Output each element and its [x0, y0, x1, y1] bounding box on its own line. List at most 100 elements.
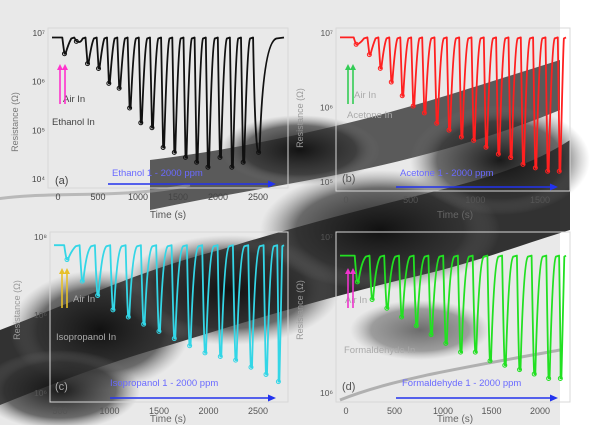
- panel-a-range-arrowhead: [268, 180, 276, 188]
- panel-b-data-point: [446, 127, 452, 133]
- panel-a-ytick: 10⁶: [32, 77, 45, 87]
- panel-b-xtick: 500: [403, 195, 418, 205]
- panel-b-range-arrowhead: [550, 183, 558, 191]
- panel-c-data-point: [233, 357, 239, 363]
- panel-a-ylabel: Resistance (Ω): [10, 92, 20, 152]
- panel-a-air-label: Air In: [63, 94, 85, 105]
- panel-d-ytick: 10⁷: [320, 232, 333, 242]
- panel-a-data-point: [182, 154, 188, 160]
- panel-d-data-point: [531, 371, 537, 377]
- panel-b-data-point: [495, 151, 501, 157]
- panel-c-air-label: Air In: [73, 294, 95, 305]
- panel-d-data-point: [384, 305, 390, 311]
- panel-b-ylabel: Resistance (Ω): [295, 88, 305, 148]
- panel-a-range-label: Ethanol 1 - 2000 ppm: [112, 168, 203, 179]
- panel-d-air-label: Air In: [345, 295, 367, 306]
- panel-b-letter: (b): [342, 173, 355, 185]
- panel-d-data-point: [517, 367, 523, 373]
- panel-c-xtick: 2000: [198, 406, 218, 416]
- panel-a-xtick: 0: [55, 192, 60, 202]
- panel-d-air-arrowhead: [350, 268, 356, 274]
- panel-d-ytick: 10⁶: [320, 388, 333, 398]
- panel-c-range-arrowhead: [268, 394, 276, 402]
- panel-b-data-point: [388, 79, 394, 85]
- panel-a: Resistance (Ω) Time (s) (a) Air In Ethan…: [10, 27, 289, 221]
- panel-c-data-point: [95, 292, 101, 298]
- panel-a-ytick: 10⁴: [32, 174, 45, 184]
- panel-d-data-point: [557, 375, 563, 381]
- panel-c-ytick: 10⁶: [34, 310, 47, 320]
- panel-a-xtick: 1500: [168, 192, 188, 202]
- panel-a-data-point: [106, 80, 112, 86]
- panel-b-series-line: [340, 36, 567, 173]
- panel-a-letter: (a): [55, 175, 68, 187]
- panel-a-xtick: 1000: [128, 192, 148, 202]
- panel-c-xtick: 1000: [99, 406, 119, 416]
- chart-marks: 0 500 1000 1500 2000 2500 10⁷ 10⁶ 10⁵ 10⁴ 0 500 1000…: [32, 28, 567, 416]
- panel-a-series-line: [52, 36, 285, 169]
- panel-b-data-point: [556, 168, 562, 174]
- panel-d-air-arrowhead: [345, 268, 351, 274]
- panel-c: Resistance (Ω) Time (s) (c) Air In Isopr…: [12, 231, 289, 425]
- panel-b-data-point: [366, 52, 372, 58]
- panel-b-data-point: [520, 161, 526, 167]
- panel-c-ylabel: Resistance (Ω): [12, 280, 22, 340]
- panel-a-data-point: [61, 51, 67, 57]
- panel-d-data-point: [443, 340, 449, 346]
- panel-c-data-point: [110, 307, 116, 313]
- panel-b-frame: [335, 27, 571, 192]
- panel-a-data-point: [149, 125, 155, 131]
- panel-c-data-point: [217, 354, 223, 359]
- panel-d: Resistance (Ω) Time (s) (d) Air In Forma…: [295, 231, 571, 425]
- panel-c-data-point: [141, 321, 147, 327]
- panel-a-data-point: [73, 38, 79, 44]
- panel-a-data-point: [85, 61, 91, 67]
- panel-a-data-point: [171, 149, 177, 155]
- panel-b-air-arrowhead: [350, 64, 356, 70]
- panel-b-data-point: [483, 144, 489, 150]
- panel-d-data-point: [472, 349, 478, 355]
- panel-c-data-point: [263, 371, 269, 377]
- panel-d-frame: [335, 231, 571, 403]
- panel-b-data-point: [410, 103, 416, 109]
- panel-c-data-point: [125, 314, 131, 320]
- panel-b-data-point: [458, 134, 464, 140]
- panel-b-air-arrowhead: [345, 64, 351, 70]
- panel-d-data-point: [369, 296, 375, 302]
- panel-a-xtick: 2500: [248, 192, 268, 202]
- panel-b: Resistance (Ω) Time (s) (b) Air In Aceto…: [295, 27, 571, 221]
- panel-d-letter: (d): [342, 381, 355, 393]
- panel-a-data-point: [127, 105, 133, 111]
- panel-c-letter: (c): [55, 381, 68, 393]
- panel-b-data-point: [434, 120, 440, 126]
- panel-a-xtick: 500: [90, 192, 105, 202]
- panel-b-data-point: [508, 155, 514, 161]
- panel-d-xtick: 2000: [530, 406, 550, 416]
- panel-d-xtick: 1000: [433, 406, 453, 416]
- panel-a-data-point: [160, 144, 166, 150]
- panel-d-data-point: [546, 375, 552, 381]
- panel-c-data-point: [64, 257, 70, 263]
- panel-d-range-label: Formaldehyde 1 - 2000 ppm: [402, 378, 521, 389]
- panel-c-data-point: [156, 328, 162, 334]
- panel-a-air-arrowhead: [62, 64, 68, 70]
- panel-c-data-point: [79, 278, 85, 284]
- panel-b-xlabel: Time (s): [437, 210, 473, 221]
- panel-d-data-point: [487, 358, 493, 364]
- panel-d-data-point: [413, 323, 419, 329]
- panel-b-ytick: 10⁷: [320, 28, 333, 38]
- panel-b-data-point: [471, 137, 477, 143]
- panel-a-data-point: [96, 66, 102, 72]
- panel-b-xtick: 1000: [465, 195, 485, 205]
- panel-b-data-point: [353, 41, 359, 47]
- panel-a-ytick: 10⁷: [32, 28, 45, 38]
- panel-b-data-point: [399, 93, 405, 99]
- panel-b-gas-label: Acetone In: [347, 110, 392, 121]
- panel-d-ylabel: Resistance (Ω): [295, 280, 305, 340]
- panel-b-data-point: [532, 165, 538, 171]
- panel-b-data-point: [545, 168, 551, 174]
- panel-d-gas-label: Formaldehyde In: [344, 345, 415, 356]
- panel-d-data-point: [354, 279, 360, 285]
- panel-b-ytick: 10⁵: [320, 177, 333, 187]
